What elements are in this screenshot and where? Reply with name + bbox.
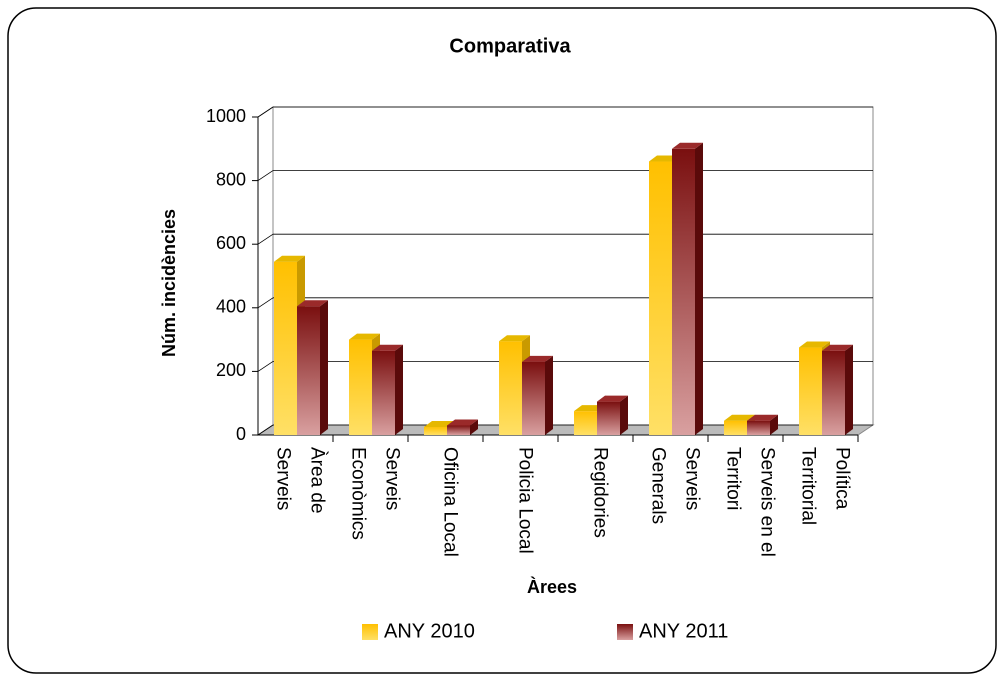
- grid-line: [257, 361, 274, 372]
- bar-top: [822, 344, 853, 351]
- y-tick-label: 600: [216, 233, 246, 253]
- bar: [747, 420, 770, 435]
- grid-line: [257, 297, 274, 309]
- x-axis-label: Àrees: [527, 576, 577, 597]
- bar-top: [447, 419, 478, 426]
- bar-top: [724, 414, 755, 421]
- y-tick-label: 800: [216, 169, 246, 189]
- legend-label: ANY 2011: [639, 620, 728, 642]
- bar: [274, 261, 297, 435]
- bar-top: [349, 333, 380, 340]
- bar-top: [597, 395, 628, 402]
- bar-side: [620, 395, 628, 435]
- bar: [349, 339, 372, 435]
- bar: [447, 425, 470, 435]
- chart-title: Comparativa: [449, 35, 571, 57]
- bar-side: [395, 344, 403, 435]
- bar: [499, 341, 522, 435]
- bar: [424, 427, 447, 435]
- x-tick-label: Regidories: [589, 447, 611, 538]
- bar: [799, 347, 822, 435]
- bar-side: [845, 344, 853, 435]
- x-tick-label: Serveis en el Territori: [722, 447, 778, 557]
- x-tick-label: Política Territorial: [797, 447, 853, 526]
- bar: [522, 361, 545, 435]
- y-tick-label: 400: [216, 297, 246, 317]
- x-tick-label: Oficina Local: [439, 447, 461, 557]
- bar-side: [545, 355, 553, 435]
- bar-side: [770, 414, 778, 435]
- bar-top: [499, 335, 530, 342]
- bar: [574, 411, 597, 435]
- bar: [297, 306, 320, 435]
- bar: [822, 350, 845, 435]
- bar-top: [274, 255, 305, 262]
- grid-line: [257, 233, 274, 245]
- x-tick-label: Policia Local: [514, 447, 536, 554]
- grid-line: [257, 424, 274, 436]
- grid-line: [257, 170, 274, 181]
- bar: [372, 350, 395, 435]
- bar-side: [695, 142, 703, 436]
- bar-side: [470, 419, 478, 435]
- y-tick-label: 200: [216, 360, 246, 380]
- bar-top: [372, 344, 403, 351]
- bar-top: [799, 341, 830, 348]
- x-tick-label: Serveis Econòmics: [347, 447, 403, 540]
- bar-top: [747, 414, 778, 421]
- bar-side: [320, 300, 328, 435]
- bar-top: [522, 355, 553, 362]
- y-tick-label: 1000: [206, 106, 246, 126]
- bar: [724, 420, 747, 435]
- bar: [672, 148, 695, 436]
- bar-top: [297, 300, 328, 307]
- grid-line: [257, 106, 274, 118]
- legend-swatch: [617, 624, 633, 640]
- x-tick-label: Àrea de Serveis: [272, 447, 328, 514]
- side-wall: [257, 106, 274, 436]
- y-tick-label: 0: [236, 424, 246, 444]
- bar-top: [672, 142, 703, 149]
- x-tick-label: Serveis Generals: [647, 447, 703, 525]
- legend-swatch: [362, 624, 378, 640]
- bar: [597, 401, 620, 435]
- bar: [649, 161, 672, 435]
- y-axis-label: Núm. incidències: [159, 209, 179, 357]
- legend-label: ANY 2010: [384, 620, 475, 642]
